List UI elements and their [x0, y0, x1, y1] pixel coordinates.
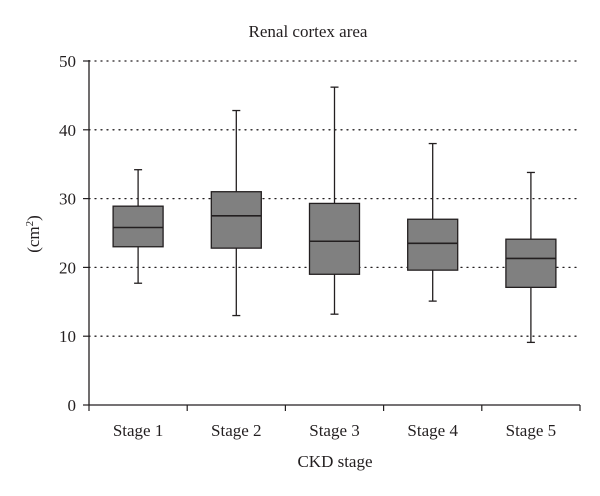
y-axis-label-close: )	[24, 215, 43, 221]
y-axis-label-superscript: 2	[24, 221, 36, 227]
y-axis-label-base: (cm	[24, 226, 43, 252]
iqr-box-stage-3	[308, 202, 361, 275]
box-stage-2	[210, 109, 262, 317]
x-axis-label: CKD stage	[297, 452, 372, 471]
tick-labels: 0 10 20 30 40 50 Stage 1 Stage 2 Stage 3 Stage 4 S…	[59, 52, 556, 440]
y-tick-label-50: 50	[59, 52, 76, 71]
x-tick-label-stage-3: Stage 3	[309, 421, 360, 440]
y-tick-label-30: 30	[59, 190, 76, 209]
iqr-box-stage-4	[407, 218, 459, 271]
y-tick-label-20: 20	[59, 258, 76, 277]
boxes	[112, 86, 557, 344]
y-tick-label-0: 0	[68, 396, 77, 415]
x-tick-label-stage-4: Stage 4	[407, 421, 458, 440]
y-tick-label-40: 40	[59, 121, 76, 140]
box-stage-4	[407, 142, 459, 302]
x-tick-label-stage-5: Stage 5	[506, 421, 557, 440]
box-stage-1	[112, 169, 164, 284]
iqr-box-stage-5	[505, 238, 557, 289]
y-axis-label: (cm2)	[24, 215, 43, 253]
box-stage-5	[505, 171, 557, 344]
axes	[83, 60, 581, 411]
chart-title: Renal cortex area	[249, 22, 368, 41]
x-tick-label-stage-2: Stage 2	[211, 421, 262, 440]
box-stage-3	[308, 86, 361, 315]
x-tick-label-stage-1: Stage 1	[113, 421, 164, 440]
y-tick-label-10: 10	[59, 327, 76, 346]
iqr-box-stage-2	[210, 191, 262, 249]
iqr-box-stage-1	[112, 205, 164, 248]
